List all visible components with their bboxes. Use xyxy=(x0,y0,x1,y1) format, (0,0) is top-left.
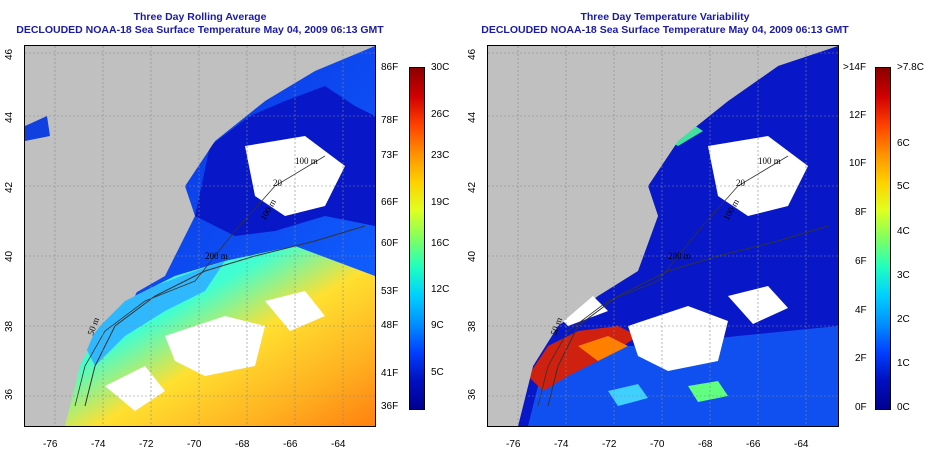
x-tick: -74 xyxy=(91,439,106,450)
coast-land xyxy=(488,46,798,426)
x-tick: -76 xyxy=(43,439,58,450)
x-tick: -76 xyxy=(506,439,521,450)
isobath-200m xyxy=(547,225,829,407)
colorbar-c-label: 3C xyxy=(897,270,910,281)
y-tick: 38 xyxy=(467,320,478,332)
variability-fleck xyxy=(608,384,648,406)
colorbar-c-label: 23C xyxy=(431,150,450,161)
colorbar-c-label: >7.8C xyxy=(897,62,924,73)
colorbar-f-label: 60F xyxy=(381,238,399,249)
x-tick: -64 xyxy=(331,439,346,450)
x-tick: -70 xyxy=(187,439,202,450)
colorbar-f-label: 12F xyxy=(849,110,867,121)
colorbar-c-label: 9C xyxy=(431,320,444,331)
colorbar-c-label: 4C xyxy=(897,226,910,237)
depth-label: 100 m xyxy=(295,156,318,166)
right-title: Three Day Temperature Variability DECLOU… xyxy=(465,11,865,37)
right-subtitle: DECLOUDED NOAA-18 Sea Surface Temperatur… xyxy=(481,24,849,36)
cloud-patch xyxy=(105,366,165,411)
left-subtitle: DECLOUDED NOAA-18 Sea Surface Temperatur… xyxy=(16,24,384,36)
colorbar-c-label: 16C xyxy=(431,238,450,249)
cloud-patch xyxy=(165,316,265,376)
y-tick: 46 xyxy=(467,48,478,60)
depth-label: 200 m xyxy=(205,251,228,261)
colorbar-f-label: 53F xyxy=(381,286,399,297)
x-tick: -66 xyxy=(746,439,761,450)
y-tick: 44 xyxy=(467,111,478,123)
colorbar-f-label: 6F xyxy=(855,256,867,267)
colorbar-c-label: 2C xyxy=(897,314,910,325)
left-title: Three Day Rolling Average DECLOUDED NOAA… xyxy=(0,11,400,37)
colorbar-f-label: 41F xyxy=(381,368,399,379)
map-grid xyxy=(488,46,838,426)
colorbar-f-label: 4F xyxy=(855,305,867,316)
left-sst-map: 200 m 100 m 100 m 50 m 20 xyxy=(24,45,376,427)
x-tick: -68 xyxy=(235,439,250,450)
colorbar-c-label: 6C xyxy=(897,138,910,149)
colorbar-f-label: 86F xyxy=(381,62,399,73)
x-tick: -64 xyxy=(794,439,809,450)
colorbar-c-label: 30C xyxy=(431,62,450,73)
y-tick: 40 xyxy=(4,250,15,262)
x-tick: -72 xyxy=(602,439,617,450)
x-tick: -74 xyxy=(554,439,569,450)
colorbar-c-label: 5C xyxy=(431,367,444,378)
colorbar-f-label: 10F xyxy=(849,158,867,169)
sst-colorbar xyxy=(409,67,425,410)
x-tick: -72 xyxy=(139,439,154,450)
depth-label: 20 xyxy=(736,178,746,188)
right-variability-map: 200 m 100 m 100 m 50 m 20 xyxy=(487,45,839,427)
coastal-water xyxy=(25,116,50,141)
colorbar-f-label: 0F xyxy=(855,402,867,413)
cloud-patch xyxy=(728,286,788,324)
shelf-water xyxy=(85,261,225,366)
cloud-patch xyxy=(628,306,728,371)
colorbar-f-label: 66F xyxy=(381,197,399,208)
isobath-200m xyxy=(84,225,366,407)
colorbar-c-label: 5C xyxy=(897,181,910,192)
colorbar-f-label: 2F xyxy=(855,353,867,364)
depth-label: 100 m xyxy=(758,156,781,166)
colorbar-f-label: 36F xyxy=(381,401,399,412)
right-map-svg: 200 m 100 m 100 m 50 m 20 xyxy=(488,46,838,426)
x-tick: -66 xyxy=(283,439,298,450)
colorbar-f-label: 73F xyxy=(381,150,399,161)
x-tick: -70 xyxy=(650,439,665,450)
variability-colorbar xyxy=(875,67,891,410)
isobath-100m xyxy=(537,155,789,407)
colorbar-c-label: 0C xyxy=(897,402,910,413)
colorbar-f-label: 78F xyxy=(381,115,399,126)
colorbar-c-label: 19C xyxy=(431,197,450,208)
colorbar-f-label: 48F xyxy=(381,320,399,331)
left-map-svg: 200 m 100 m 100 m 50 m 20 xyxy=(25,46,375,426)
map-grid xyxy=(25,46,375,426)
y-tick: 38 xyxy=(4,320,15,332)
x-tick: -68 xyxy=(698,439,713,450)
coast-land xyxy=(25,46,335,426)
right-title-main: Three Day Temperature Variability xyxy=(580,11,750,23)
y-tick: 40 xyxy=(467,250,478,262)
y-tick: 42 xyxy=(467,181,478,193)
y-tick: 44 xyxy=(4,111,15,123)
y-tick: 42 xyxy=(4,181,15,193)
left-title-main: Three Day Rolling Average xyxy=(133,11,267,23)
y-tick: 36 xyxy=(467,388,478,400)
depth-label: 20 xyxy=(273,178,283,188)
high-variability-band xyxy=(578,336,628,361)
colorbar-c-label: 26C xyxy=(431,109,450,120)
y-tick: 46 xyxy=(4,48,15,60)
colorbar-c-label: 12C xyxy=(431,284,450,295)
colorbar-f-label: >14F xyxy=(843,62,867,73)
y-tick: 36 xyxy=(4,388,15,400)
depth-label: 200 m xyxy=(668,251,691,261)
colorbar-c-label: 1C xyxy=(897,358,910,369)
isobath-100m xyxy=(74,155,326,407)
variability-fleck xyxy=(688,381,728,402)
colorbar-f-label: 8F xyxy=(855,207,867,218)
